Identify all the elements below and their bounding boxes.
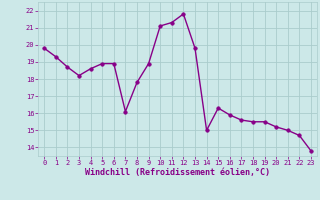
X-axis label: Windchill (Refroidissement éolien,°C): Windchill (Refroidissement éolien,°C) [85, 168, 270, 177]
